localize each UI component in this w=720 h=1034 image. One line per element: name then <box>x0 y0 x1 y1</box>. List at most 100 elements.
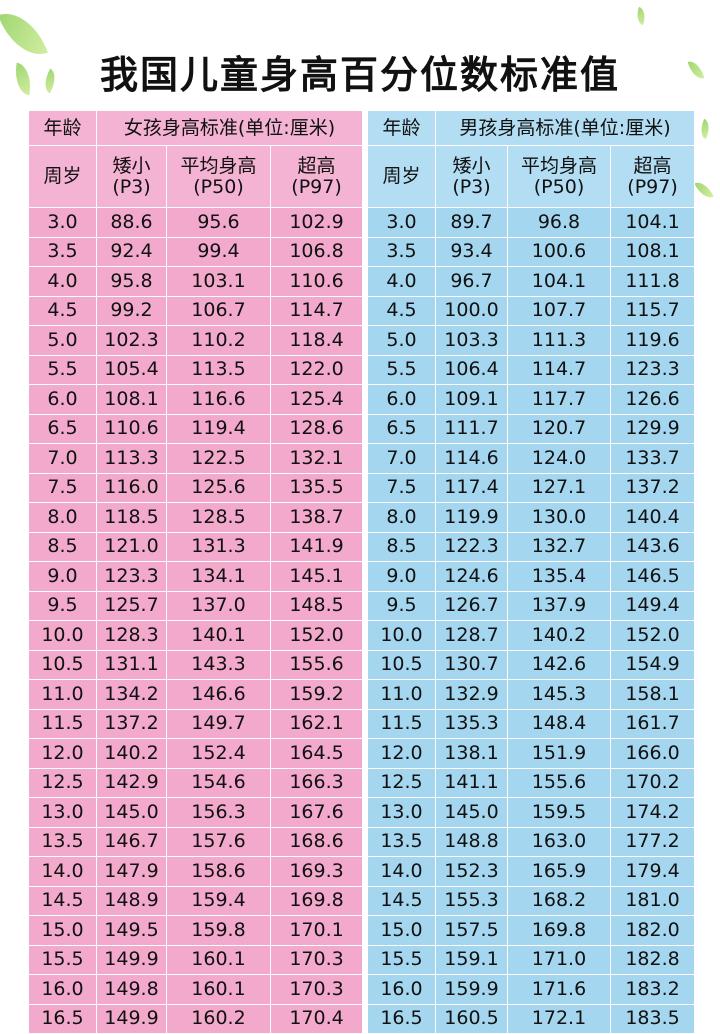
age-cell: 8.5 <box>367 531 436 562</box>
table-row: 10.5 131.1 143.3 155.6 <box>28 649 364 680</box>
table-row: 4.5 100.0 107.7 115.7 <box>367 295 696 326</box>
column-code: (P97) <box>627 175 678 198</box>
p50-cell: 111.3 <box>507 325 611 356</box>
age-cell: 4.5 <box>367 295 436 326</box>
p97-cell: 159.2 <box>269 679 364 710</box>
girls-table-title: 女孩身高标准(单位:厘米) <box>95 110 364 146</box>
p97-cell: 122.0 <box>269 354 364 385</box>
p3-cell: 155.3 <box>435 885 508 916</box>
age-cell: 9.0 <box>28 561 97 592</box>
table-row: 9.5 126.7 137.9 149.4 <box>367 590 696 621</box>
p97-cell: 183.5 <box>609 1003 696 1034</box>
p50-cell: 172.1 <box>507 1003 611 1034</box>
p3-cell: 121.0 <box>96 531 167 562</box>
p50-cell: 124.0 <box>507 443 611 474</box>
table-row: 3.5 92.4 99.4 106.8 <box>28 236 364 267</box>
p50-cell: 146.6 <box>166 679 271 710</box>
age-cell: 6.0 <box>367 384 436 415</box>
p3-cell: 126.7 <box>435 590 508 621</box>
age-cell: 8.5 <box>28 531 97 562</box>
page-title: 我国儿童身高百分位数标准值 <box>99 53 620 97</box>
p97-cell: 161.7 <box>609 708 696 739</box>
p97-cell: 170.4 <box>269 1003 364 1034</box>
p3-cell: 116.0 <box>96 472 167 503</box>
p97-cell: 132.1 <box>269 443 364 474</box>
age-cell: 6.0 <box>28 384 97 415</box>
table-row: 13.5 146.7 157.6 168.6 <box>28 826 364 857</box>
p97-cell: 170.3 <box>269 974 364 1005</box>
age-cell: 10.5 <box>28 649 97 680</box>
table-row: 3.0 89.7 96.8 104.1 <box>367 207 696 238</box>
age-cell: 7.5 <box>28 472 97 503</box>
p97-cell: 158.1 <box>609 679 696 710</box>
column-name: 超高 <box>633 154 672 177</box>
p50-cell: 142.6 <box>507 649 611 680</box>
p50-cell: 165.9 <box>507 856 611 887</box>
table-row: 12.0 138.1 151.9 166.0 <box>367 738 696 769</box>
table-row: 8.5 122.3 132.7 143.6 <box>367 531 696 562</box>
p3-cell: 132.9 <box>435 679 508 710</box>
p97-cell: 154.9 <box>609 649 696 680</box>
table-row: 6.0 108.1 116.6 125.4 <box>28 384 364 415</box>
table-subheader-row: 周岁 矮小 (P3) 平均身高 (P50) 超高 (P97) <box>367 145 696 208</box>
column-name: 平均身高 <box>180 154 257 177</box>
p50-cell: 125.6 <box>166 472 271 503</box>
p50-cell: 114.7 <box>507 354 611 385</box>
table-row: 13.5 148.8 163.0 177.2 <box>367 826 696 857</box>
p50-cell: 117.7 <box>507 384 611 415</box>
age-cell: 13.5 <box>367 826 436 857</box>
p97-cell: 164.5 <box>269 738 364 769</box>
table-row: 15.0 157.5 169.8 182.0 <box>367 915 696 946</box>
table-row: 4.5 99.2 106.7 114.7 <box>28 295 364 326</box>
age-cell: 4.0 <box>28 266 97 297</box>
column-name: 平均身高 <box>520 154 597 177</box>
table-row: 12.5 142.9 154.6 166.3 <box>28 767 364 798</box>
age-cell: 10.5 <box>367 649 436 680</box>
p50-cell: 159.5 <box>507 797 611 828</box>
p3-cell: 148.8 <box>435 826 508 857</box>
p50-cell: 160.1 <box>166 974 271 1005</box>
age-unit-header: 周岁 <box>367 145 436 208</box>
age-cell: 16.5 <box>28 1003 97 1034</box>
column-header-p3: 矮小 (P3) <box>435 145 508 208</box>
p50-cell: 163.0 <box>507 826 611 857</box>
age-cell: 11.0 <box>367 679 436 710</box>
p97-cell: 152.0 <box>269 620 364 651</box>
p3-cell: 128.3 <box>96 620 167 651</box>
table-row: 4.0 96.7 104.1 111.8 <box>367 266 696 297</box>
age-cell: 5.0 <box>367 325 436 356</box>
p3-cell: 146.7 <box>96 826 167 857</box>
p50-cell: 157.6 <box>166 826 271 857</box>
p3-cell: 159.1 <box>435 944 508 975</box>
p50-cell: 119.4 <box>166 413 271 444</box>
p97-cell: 170.2 <box>609 767 696 798</box>
p50-cell: 110.2 <box>166 325 271 356</box>
age-cell: 12.0 <box>367 738 436 769</box>
p50-cell: 95.6 <box>166 207 271 238</box>
p50-cell: 169.8 <box>507 915 611 946</box>
p3-cell: 110.6 <box>96 413 167 444</box>
table-row: 8.0 118.5 128.5 138.7 <box>28 502 364 533</box>
p97-cell: 128.6 <box>269 413 364 444</box>
p97-cell: 111.8 <box>609 266 696 297</box>
p3-cell: 119.9 <box>435 502 508 533</box>
p97-cell: 140.4 <box>609 502 696 533</box>
p3-cell: 118.5 <box>96 502 167 533</box>
table-header-row: 年龄 女孩身高标准(单位:厘米) <box>28 110 364 146</box>
table-row: 7.5 117.4 127.1 137.2 <box>367 472 696 503</box>
p97-cell: 138.7 <box>269 502 364 533</box>
table-row: 7.0 113.3 122.5 132.1 <box>28 443 364 474</box>
column-header-p50: 平均身高 (P50) <box>166 145 271 208</box>
p97-cell: 148.5 <box>269 590 364 621</box>
table-row: 9.0 123.3 134.1 145.1 <box>28 561 364 592</box>
age-cell: 10.0 <box>28 620 97 651</box>
age-cell: 15.5 <box>367 944 436 975</box>
table-row: 15.0 149.5 159.8 170.1 <box>28 915 364 946</box>
p3-cell: 137.2 <box>96 708 167 739</box>
age-cell: 16.5 <box>367 1003 436 1034</box>
p3-cell: 88.6 <box>96 207 167 238</box>
p3-cell: 123.3 <box>96 561 167 592</box>
p3-cell: 95.8 <box>96 266 167 297</box>
table-row: 14.0 152.3 165.9 179.4 <box>367 856 696 887</box>
p50-cell: 137.0 <box>166 590 271 621</box>
